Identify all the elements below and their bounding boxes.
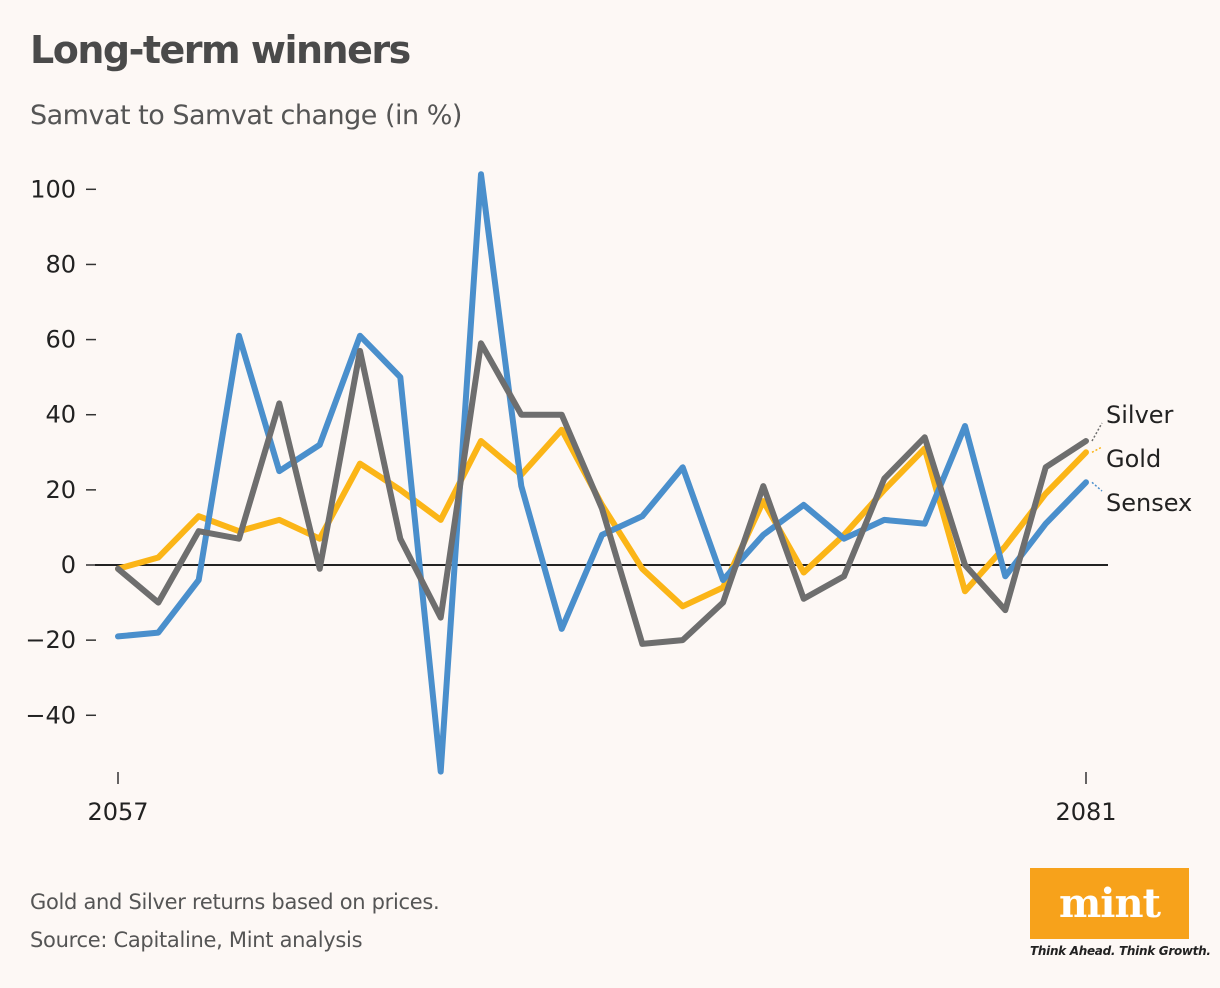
y-tick-label: 60 (45, 326, 76, 354)
leader-line-silver (1091, 422, 1103, 442)
y-tick-label: 40 (45, 401, 76, 429)
leader-line-gold (1091, 446, 1103, 453)
series-line-silver (115, 340, 1089, 647)
series-line-sensex (115, 171, 1089, 775)
y-tick-label: −20 (25, 626, 76, 654)
x-axis: 2057 2081 (87, 772, 1117, 826)
y-axis: 100 80 60 40 20 0 −20 −40 (25, 175, 96, 729)
x-tick-label: 2057 (87, 798, 148, 826)
series-label-gold: Gold (1106, 445, 1161, 473)
leader-line-sensex (1091, 481, 1103, 492)
logo-text: mint (1058, 880, 1161, 927)
source-note: Source: Capitaline, Mint analysis (30, 928, 363, 952)
x-tick-label: 2081 (1055, 798, 1116, 826)
chart-title: Long-term winners (30, 28, 411, 72)
footnote: Gold and Silver returns based on prices. (30, 890, 440, 914)
y-tick-label: 0 (61, 551, 76, 579)
series-label-sensex: Sensex (1106, 489, 1192, 517)
series-labels: Silver Gold Sensex (1091, 401, 1192, 517)
logo-tagline: Think Ahead. Think Growth. (1030, 944, 1211, 958)
y-tick-label: −40 (25, 701, 76, 729)
y-tick-label: 20 (45, 476, 76, 504)
chart-subtitle: Samvat to Samvat change (in %) (30, 100, 462, 131)
mint-logo: mint (1030, 868, 1189, 939)
y-tick-label: 80 (45, 250, 76, 278)
series-layer (115, 171, 1089, 775)
y-tick-label: 100 (30, 175, 76, 203)
series-label-silver: Silver (1106, 401, 1174, 429)
line-chart: 100 80 60 40 20 0 −20 −40 2057 2081 Silver Gold Se… (25, 171, 1192, 826)
